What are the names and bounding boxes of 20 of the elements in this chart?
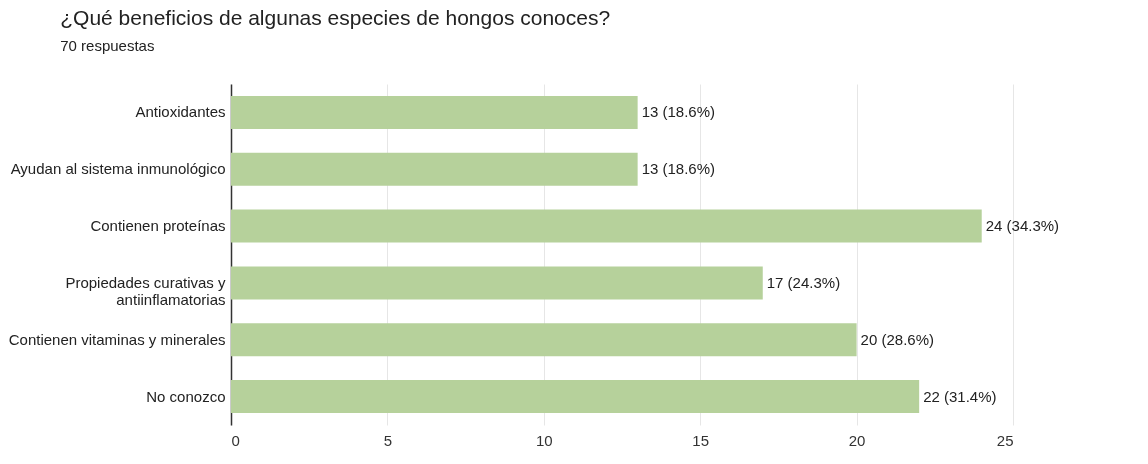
- x-tick-label: 5: [383, 431, 393, 449]
- x-tick-label: 15: [692, 431, 710, 449]
- y-tick-label: Antioxidantes: [135, 103, 226, 121]
- y-tick-label: No conozco: [146, 387, 226, 405]
- data-label: 17 (24.3%): [766, 273, 841, 291]
- data-label: 13 (18.6%): [641, 103, 716, 121]
- data-label: 13 (18.6%): [641, 160, 716, 178]
- text: 70 respuestas: [60, 37, 155, 54]
- data-label: 20 (28.6%): [860, 330, 934, 348]
- x-tick-label: 0: [231, 431, 240, 449]
- y-tick-label: Contienen proteínas: [90, 217, 226, 235]
- y-tick-label: Propiedades curativas y antiinflamatorias: [65, 273, 226, 308]
- data-label: 24 (34.3%): [985, 217, 1060, 235]
- y-tick-label: Ayudan al sistema inmunológico: [10, 160, 226, 178]
- x-tick-label: 20: [848, 431, 866, 449]
- y-tick-label: Contienen vitaminas y minerales: [8, 330, 226, 348]
- x-tick-label: 10: [535, 431, 553, 449]
- x-tick-label: 25: [996, 431, 1014, 449]
- chart-title: ¿Qué beneficios de algunas especies de hongos conoces?: [60, 6, 611, 29]
- data-label: 22 (31.4%): [923, 387, 997, 405]
